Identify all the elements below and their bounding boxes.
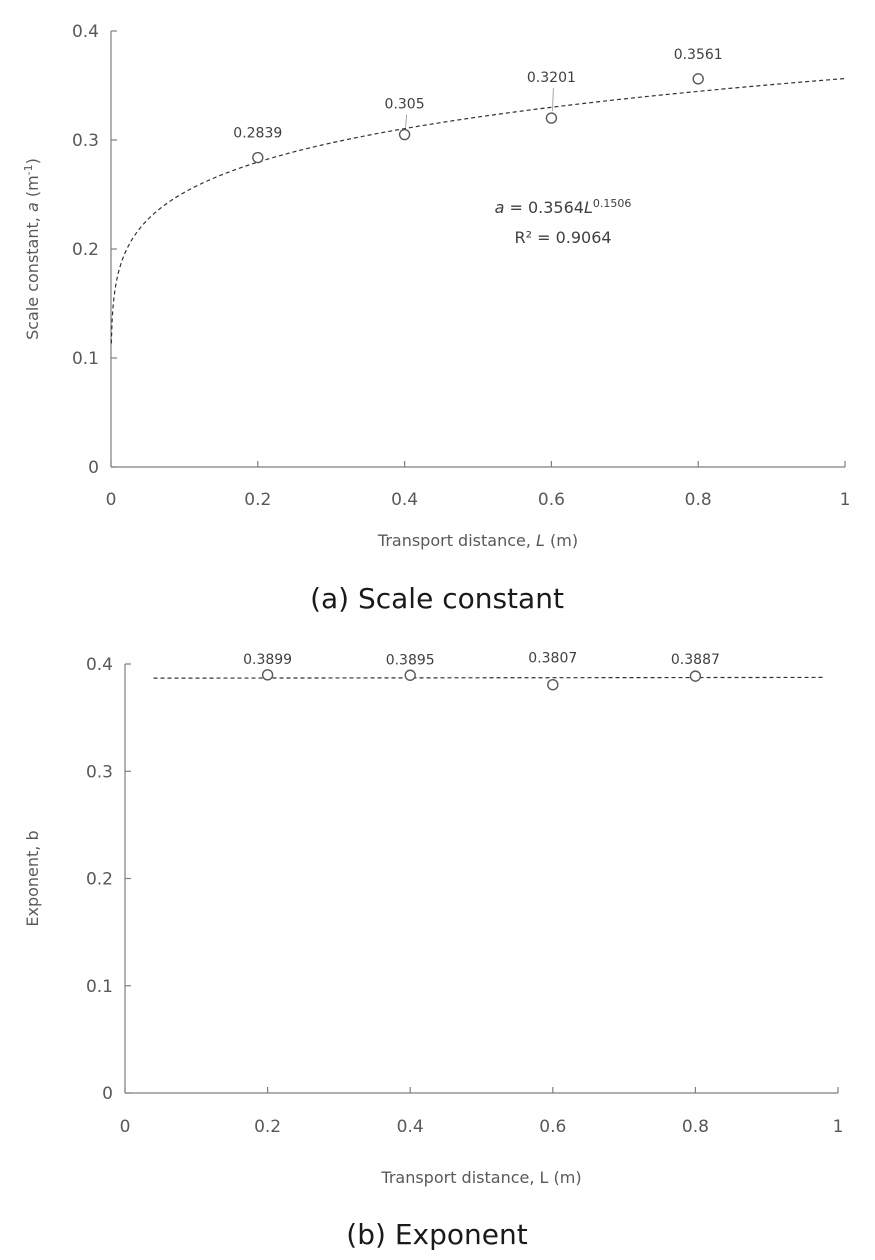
x-tick-label: 0.2 <box>244 490 271 510</box>
data-point <box>692 73 704 85</box>
x-tick-label: 0.2 <box>254 1117 281 1137</box>
x-axis-label-part: L <box>536 531 545 550</box>
x-tick-label: 1 <box>840 490 851 510</box>
x-tick-label: 0.8 <box>685 490 712 510</box>
data-point <box>689 670 702 682</box>
x-tick-label: 1 <box>833 1117 844 1137</box>
x-axis-label-part: Transport distance, L (m) <box>380 1168 581 1187</box>
x-axis-label-part: Transport distance, <box>377 531 536 550</box>
data-label: 0.3561 <box>674 47 723 63</box>
x-tick-label: 0 <box>120 1117 131 1137</box>
trendline <box>153 676 824 679</box>
data-label: 0.3899 <box>243 652 292 668</box>
data-label-leader <box>405 114 408 128</box>
data-point <box>261 669 274 681</box>
y-tick-label: 0.2 <box>72 240 99 260</box>
data-point <box>252 151 264 164</box>
y-axis-label: Scale constant, a (m-1) <box>22 158 43 340</box>
x-axis-label-part: (m) <box>545 531 578 550</box>
data-label: 0.3201 <box>527 70 576 86</box>
y-axis-label-part: ) <box>23 158 42 164</box>
x-tick-label: 0.4 <box>391 490 418 510</box>
y-tick-label: 0 <box>102 1084 113 1104</box>
data-label: 0.3887 <box>671 652 720 668</box>
y-axis-label-part: (m <box>23 175 42 202</box>
x-tick-label: 0.6 <box>539 1117 566 1137</box>
figure-caption: (a) Scale constant <box>310 582 564 615</box>
y-tick-label: 0 <box>88 458 99 478</box>
figure-caption: (b) Exponent <box>346 1218 527 1251</box>
trendline <box>110 77 846 344</box>
data-point <box>545 112 558 124</box>
y-axis-label-part: a <box>23 202 42 212</box>
y-tick-label: 0.4 <box>72 22 99 42</box>
x-tick-label: 0.8 <box>682 1117 709 1137</box>
trend-equation: a = 0.3564L0.1506 <box>495 197 632 218</box>
equation-part: 0.1506 <box>593 197 632 210</box>
x-axis-label: Transport distance, L (m) <box>380 1168 581 1187</box>
x-tick-label: 0.4 <box>397 1117 424 1137</box>
y-tick-label: 0.1 <box>86 977 113 997</box>
data-point <box>398 128 411 141</box>
data-label: 0.305 <box>385 97 425 113</box>
data-label: 0.2839 <box>233 126 282 142</box>
data-label: 0.3807 <box>528 651 577 667</box>
y-tick-label: 0.1 <box>72 349 99 369</box>
y-tick-label: 0.2 <box>86 870 113 890</box>
y-axis-label: Exponent, b <box>23 830 42 926</box>
y-axis-label-part: Exponent, b <box>23 830 42 926</box>
y-axis-label-part: Scale constant, <box>23 212 42 340</box>
chart-exponent: 0 0.1 0.2 0.3 0.4 0 0.2 0.4 0.6 0.8 1 Transport dis… <box>23 651 843 1251</box>
data-label: 0.3895 <box>386 652 435 668</box>
x-tick-label: 0.6 <box>538 490 565 510</box>
y-tick-label: 0.4 <box>86 655 113 675</box>
data-point <box>547 678 559 691</box>
x-tick-label: 0 <box>106 490 117 510</box>
r-squared: R² = 0.9064 <box>514 228 611 247</box>
equation-part: L <box>584 198 593 217</box>
y-tick-label: 0.3 <box>72 131 99 151</box>
equation-part: a <box>495 198 505 217</box>
y-tick-label: 0.3 <box>86 762 113 782</box>
x-axis-label: Transport distance, L (m) <box>377 531 578 550</box>
data-point <box>404 669 416 681</box>
y-axis-label-part: -1 <box>22 164 35 175</box>
chart-scale-constant: 0 0.1 0.2 0.3 0.4 0 0.2 0.4 0.6 0.8 1 Transport dis… <box>22 22 851 615</box>
data-label-leader <box>551 88 554 112</box>
equation-part: = 0.3564 <box>504 198 584 217</box>
